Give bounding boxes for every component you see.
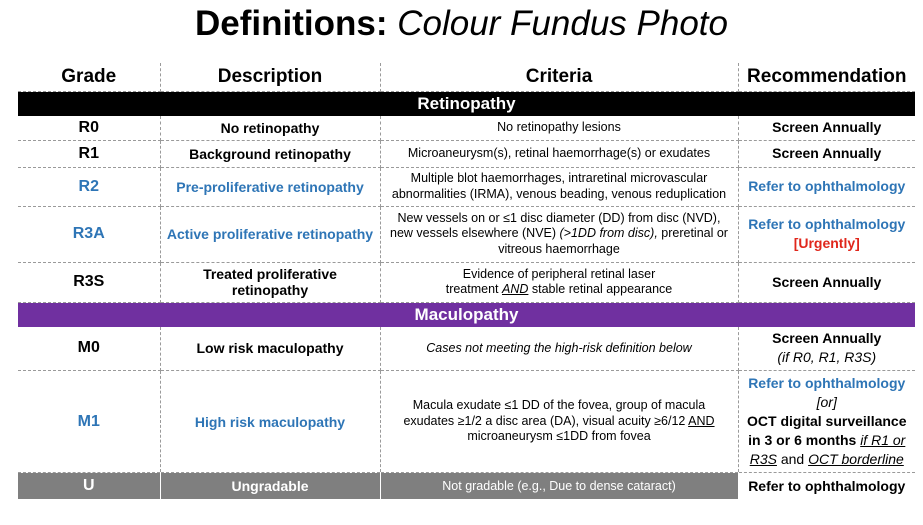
criteria-emphasis: AND xyxy=(502,282,529,296)
description-cell: Pre-proliferative retinopathy xyxy=(160,167,381,207)
criteria-line: vitreous haemorrhage xyxy=(498,241,620,256)
criteria-line: Macula exudate ≤1 DD of the fovea, group… xyxy=(412,398,706,413)
criteria-text: treatment xyxy=(445,282,502,296)
criteria-cell: Not gradable (e.g., Due to dense catarac… xyxy=(380,472,739,499)
criteria-line: New vessels on or ≤1 disc diameter (DD) … xyxy=(397,210,721,225)
grade-cell: R1 xyxy=(18,140,161,168)
table-row: R2 Pre-proliferative retinopathy Multipl… xyxy=(18,167,915,207)
recommendation-cell: Screen Annually xyxy=(738,116,915,141)
criteria-emphasis: AND xyxy=(688,413,715,428)
criteria-text: new vessels elsewhere (NVE) xyxy=(390,226,560,241)
page-title: Definitions: Colour Fundus Photo xyxy=(0,2,923,46)
description-cell: Active proliferative retinopathy xyxy=(160,206,381,263)
recommendation-condition: OCT borderline xyxy=(808,451,904,467)
section-label: Maculopathy xyxy=(18,302,915,327)
description-cell: Low risk maculopathy xyxy=(160,326,381,371)
urgency-badge: [Urgently] xyxy=(793,235,860,251)
header-recommendation: Recommendation xyxy=(738,63,915,92)
recommendation-note: (if R0, R1, R3S) xyxy=(777,349,877,366)
criteria-cell: No retinopathy lesions xyxy=(380,116,739,141)
recommendation-text: in 3 or 6 months xyxy=(748,432,861,448)
header-criteria: Criteria xyxy=(380,63,739,92)
table-row: R3S Treated proliferative retinopathy Ev… xyxy=(18,262,915,303)
table-row: M1 High risk maculopathy Macula exudate … xyxy=(18,370,915,473)
header-grade: Grade xyxy=(18,63,161,92)
table-row: U Ungradable Not gradable (e.g., Due to … xyxy=(18,472,915,499)
criteria-line: new vessels elsewhere (NVE) (>1DD from d… xyxy=(384,226,735,242)
grade-cell: R3S xyxy=(18,262,161,303)
criteria-line: exudates ≥1/2 a disc area (DA), visual a… xyxy=(384,414,735,430)
grade-cell: R2 xyxy=(18,167,161,207)
criteria-line: microaneurysm ≤1DD from fovea xyxy=(467,429,651,444)
recommendation-cell: Screen Annually xyxy=(738,140,915,168)
header-row: Grade Description Criteria Recommendatio… xyxy=(18,63,915,92)
criteria-cell: New vessels on or ≤1 disc diameter (DD) … xyxy=(380,206,739,263)
recommendation-line: R3S and OCT borderline xyxy=(742,450,913,469)
header-description: Description xyxy=(160,63,381,92)
criteria-line: Multiple blot haemorrhages, intraretinal… xyxy=(410,171,708,185)
grade-cell: U xyxy=(18,472,161,499)
description-cell: No retinopathy xyxy=(160,116,381,141)
section-maculopathy: Maculopathy xyxy=(18,302,915,327)
table-row: R1 Background retinopathy Microaneurysm(… xyxy=(18,140,915,168)
criteria-line: Evidence of peripheral retinal laser xyxy=(462,266,656,281)
recommendation-line: in 3 or 6 months if R1 or xyxy=(742,431,913,450)
recommendation-cell: Screen Annually xyxy=(738,262,915,303)
grade-cell: R3A xyxy=(18,206,161,263)
criteria-cell: Microaneurysm(s), retinal haemorrhage(s)… xyxy=(380,140,739,168)
criteria-text: stable retinal appearance xyxy=(528,282,673,296)
criteria-text: exudates ≥1/2 a disc area (DA), visual a… xyxy=(403,413,689,428)
recommendation-cell: Refer to ophthalmology [or] OCT digital … xyxy=(738,370,915,473)
criteria-cell: Cases not meeting the high-risk definiti… xyxy=(380,326,739,371)
recommendation-condition: if R1 or xyxy=(860,432,906,448)
table-row: R3A Active proliferative retinopathy New… xyxy=(18,206,915,263)
section-retinopathy: Retinopathy xyxy=(18,91,915,116)
recommendation-text: Refer to ophthalmology xyxy=(748,216,906,232)
definitions-table: Grade Description Criteria Recommendatio… xyxy=(18,63,915,499)
grade-cell: M0 xyxy=(18,326,161,371)
recommendation-cell: Refer to ophthalmology xyxy=(738,472,915,499)
description-cell: Treated proliferative retinopathy xyxy=(160,262,381,303)
description-cell: Ungradable xyxy=(160,472,381,499)
recommendation-condition: R3S xyxy=(749,451,777,467)
criteria-line: abnormalities (IRMA), venous beading, ve… xyxy=(391,186,727,201)
recommendation-text: and xyxy=(776,451,809,467)
criteria-cell: Macula exudate ≤1 DD of the fovea, group… xyxy=(380,370,739,473)
grade-cell: R0 xyxy=(18,116,161,141)
recommendation-cell: Screen Annually (if R0, R1, R3S) xyxy=(738,326,915,371)
recommendation-cell: Refer to ophthalmology [Urgently] xyxy=(738,206,915,263)
table-row: R0 No retinopathy No retinopathy lesions… xyxy=(18,116,915,141)
description-cell: High risk maculopathy xyxy=(160,370,381,473)
recommendation-text: Refer to ophthalmology xyxy=(748,375,906,391)
criteria-italic: (>1DD from disc), xyxy=(559,226,658,241)
section-label: Retinopathy xyxy=(18,91,915,116)
criteria-cell: Multiple blot haemorrhages, intraretinal… xyxy=(380,167,739,207)
recommendation-text: OCT digital surveillance xyxy=(747,413,907,429)
description-cell: Background retinopathy xyxy=(160,140,381,168)
recommendation-text: Screen Annually xyxy=(772,330,882,347)
title-italic: Colour Fundus Photo xyxy=(397,4,728,43)
title-bold: Definitions: xyxy=(195,4,388,43)
criteria-line: treatment AND stable retinal appearance xyxy=(384,282,735,298)
table-row: M0 Low risk maculopathy Cases not meetin… xyxy=(18,326,915,371)
recommendation-or: [or] xyxy=(816,394,837,410)
grade-cell: M1 xyxy=(18,370,161,473)
recommendation-cell: Refer to ophthalmology xyxy=(738,167,915,207)
criteria-cell: Evidence of peripheral retinal laser tre… xyxy=(380,262,739,303)
criteria-text: preretinal or xyxy=(657,226,728,241)
